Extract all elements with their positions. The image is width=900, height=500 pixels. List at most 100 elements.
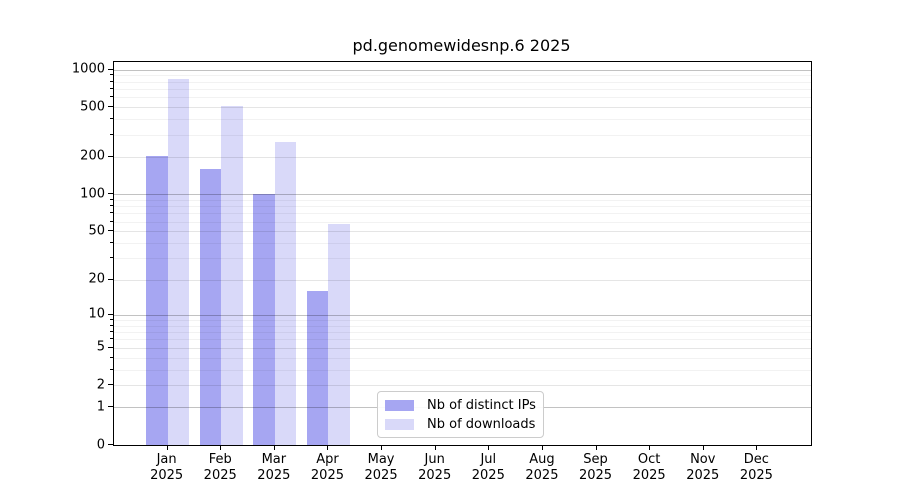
y-minor-tick-mark — [110, 242, 113, 244]
y-tick-mark — [108, 278, 113, 280]
legend-swatch-downloads — [385, 419, 414, 430]
bar-distinct-ips — [199, 168, 222, 445]
gridline-minor — [114, 75, 811, 77]
x-tick-label: Jun 2025 — [405, 452, 465, 484]
x-tick-label: Dec 2025 — [726, 452, 786, 484]
bar-distinct-ips — [253, 194, 275, 445]
y-minor-tick-mark — [110, 368, 113, 370]
gridline-minor — [114, 339, 811, 341]
y-minor-tick-mark — [110, 205, 113, 207]
x-tick-label: May 2025 — [351, 452, 411, 484]
y-tick-mark — [108, 106, 113, 108]
y-minor-tick-mark — [110, 318, 113, 320]
gridline-minor — [114, 357, 811, 359]
y-tick-mark — [108, 346, 113, 348]
x-tick-year: 2025 — [525, 468, 559, 483]
gridline-minor — [114, 221, 811, 223]
bar-downloads — [328, 224, 350, 445]
y-minor-tick-mark — [110, 324, 113, 326]
x-tick-year: 2025 — [257, 468, 291, 483]
y-minor-tick-mark — [110, 220, 113, 222]
legend-swatch-distinct-ips — [385, 400, 414, 411]
x-tick-month: Mar — [261, 452, 287, 467]
x-tick-mark — [595, 445, 597, 450]
x-tick-month: Apr — [316, 452, 339, 467]
gridline-minor — [114, 88, 811, 90]
x-tick-month: Nov — [690, 452, 716, 467]
gridline-minor — [114, 332, 811, 333]
gridline-minor — [114, 213, 811, 215]
y-minor-tick-mark — [110, 96, 113, 98]
x-tick-year: 2025 — [150, 468, 184, 483]
gridline-minor — [114, 369, 811, 371]
y-minor-tick-mark — [110, 198, 113, 200]
x-tick-year: 2025 — [471, 468, 505, 483]
x-tick-mark — [702, 445, 704, 450]
y-tick-label: 100 — [80, 186, 105, 202]
bar-distinct-ips — [146, 155, 168, 445]
gridline-minor — [114, 258, 811, 260]
x-tick-year: 2025 — [578, 468, 613, 483]
x-tick-mark — [541, 445, 543, 450]
x-tick-year: 2025 — [310, 468, 344, 483]
x-tick-label: Oct 2025 — [619, 452, 679, 484]
x-tick-month: Sep — [583, 452, 608, 467]
x-tick-month: Dec — [743, 452, 769, 467]
x-tick-mark — [649, 445, 651, 450]
y-tick-label: 200 — [80, 148, 105, 164]
x-tick-mark — [434, 445, 436, 450]
x-tick-mark — [488, 445, 490, 450]
y-minor-tick-mark — [110, 331, 113, 332]
y-tick-mark — [108, 384, 113, 386]
y-tick-mark — [108, 406, 113, 408]
gridline-minor — [114, 81, 811, 83]
y-tick-label: 1 — [96, 399, 105, 415]
x-tick-label: Jul 2025 — [458, 452, 518, 484]
y-tick-mark — [108, 193, 113, 195]
x-tick-mark — [381, 445, 383, 450]
y-minor-tick-mark — [110, 338, 113, 340]
gridline-mid — [114, 347, 811, 349]
bar-distinct-ips — [307, 291, 329, 445]
x-tick-month: Jan — [156, 452, 177, 467]
x-tick-label: Nov 2025 — [673, 452, 733, 484]
y-minor-tick-mark — [110, 74, 113, 76]
chart-title: pd.genomewidesnp.6 2025 — [352, 36, 571, 55]
gridline-mid — [114, 279, 811, 281]
y-tick-label: 1000 — [71, 61, 105, 77]
x-tick-label: Feb 2025 — [190, 452, 250, 484]
x-tick-year: 2025 — [686, 468, 720, 483]
gridline-minor — [114, 134, 811, 136]
x-tick-month: Oct — [637, 452, 661, 467]
y-minor-tick-mark — [110, 87, 113, 89]
plot-area — [113, 61, 812, 446]
legend-row: Nb of downloads — [385, 416, 536, 433]
gridline-major — [114, 69, 811, 71]
x-tick-year: 2025 — [418, 468, 452, 483]
x-tick-mark — [220, 445, 222, 450]
y-minor-tick-mark — [110, 133, 113, 135]
bar-downloads — [167, 79, 190, 445]
gridline-major — [114, 314, 811, 316]
x-tick-year: 2025 — [364, 468, 398, 483]
gridline-mid — [114, 385, 811, 387]
x-tick-year: 2025 — [739, 468, 773, 483]
x-tick-mark — [166, 445, 168, 450]
y-tick-label: 50 — [88, 223, 105, 239]
x-tick-month: Jun — [424, 452, 445, 467]
y-minor-tick-mark — [110, 118, 113, 120]
gridline-minor — [114, 119, 811, 121]
legend-label: Nb of distinct IPs — [427, 398, 536, 413]
x-tick-label: Sep 2025 — [566, 452, 626, 484]
gridline-major — [114, 194, 811, 196]
y-tick-label: 500 — [80, 99, 105, 115]
y-tick-label: 0 — [96, 437, 105, 452]
legend-label: Nb of downloads — [427, 417, 536, 432]
y-tick-mark — [108, 444, 113, 445]
x-tick-month: May — [367, 452, 395, 467]
y-minor-tick-mark — [110, 212, 113, 214]
bar-downloads — [274, 141, 297, 445]
legend: Nb of distinct IPs Nb of downloads — [377, 391, 544, 438]
y-tick-label: 5 — [96, 339, 105, 355]
x-tick-mark — [273, 445, 275, 450]
